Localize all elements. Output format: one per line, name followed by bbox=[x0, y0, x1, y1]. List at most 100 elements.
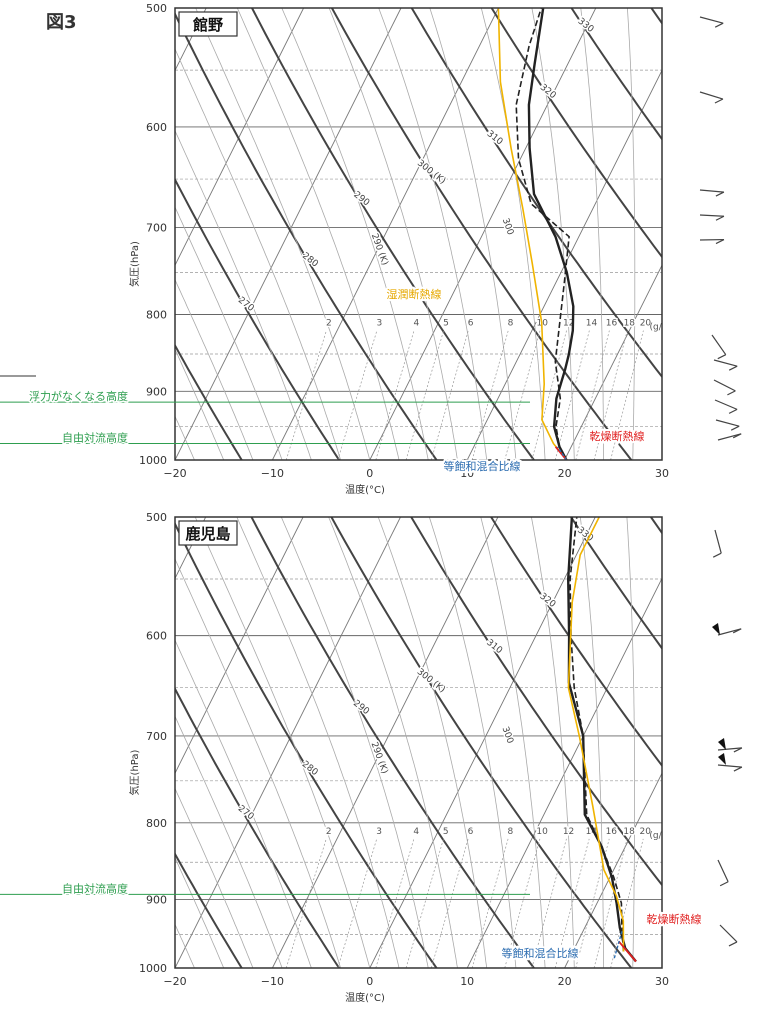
wind-barb-pennant bbox=[718, 738, 726, 750]
curve-annotation: 湿潤断熱線 bbox=[387, 287, 442, 301]
series-line-solid-black bbox=[527, 8, 575, 460]
dry-adiabat bbox=[570, 517, 662, 651]
dry-adiabat bbox=[175, 521, 438, 968]
plot-frame bbox=[174, 516, 663, 969]
wind-barb bbox=[699, 91, 724, 100]
theta-label: 280 bbox=[300, 760, 320, 779]
series-line-orange bbox=[497, 8, 568, 460]
wind-barb-feather bbox=[728, 365, 738, 371]
wind-barb-feather bbox=[733, 747, 743, 753]
y-axis-label: 気圧(hPa) bbox=[128, 749, 141, 795]
moist-adiabat bbox=[627, 8, 636, 460]
x-tick-label: 0 bbox=[366, 975, 373, 988]
y-tick-label: 900 bbox=[146, 385, 167, 398]
moist-adiabat bbox=[328, 8, 458, 460]
theta-e-label: 310 bbox=[692, 692, 707, 712]
station-name-box: 鹿児島 bbox=[178, 520, 238, 546]
curve-annotation: 乾燥断熱線 bbox=[590, 429, 645, 443]
theta-label: 330 bbox=[576, 16, 596, 35]
moist-adiabat bbox=[175, 557, 341, 968]
level-label: 自由対流高度 bbox=[62, 881, 128, 895]
moist-adiabat bbox=[691, 8, 713, 460]
wind-barb-pennant bbox=[718, 753, 726, 765]
wind-barb-feather bbox=[732, 628, 742, 634]
station-name-box: 館野 bbox=[178, 11, 238, 37]
moist-adiabat bbox=[480, 8, 546, 460]
isotherm bbox=[369, 517, 596, 968]
wind-barb-feather bbox=[714, 22, 724, 28]
curve-annotation: 等飽和混合比線 bbox=[502, 946, 579, 960]
wind-barb bbox=[717, 859, 729, 883]
moist-adiabat bbox=[175, 715, 283, 968]
y-tick-label: 600 bbox=[146, 630, 167, 643]
theta-label: 320 bbox=[538, 83, 558, 102]
isotherm bbox=[0, 517, 108, 968]
moist-adiabat bbox=[0, 517, 107, 968]
wind-barb bbox=[719, 924, 738, 943]
x-tick-label: −10 bbox=[261, 975, 284, 988]
station-name: 鹿児島 bbox=[185, 525, 230, 543]
moist-adiabat bbox=[175, 787, 254, 968]
mixing-ratio-label: 3 bbox=[376, 827, 382, 837]
x-tick-label: 0 bbox=[366, 467, 373, 480]
moist-adiabat bbox=[236, 517, 400, 968]
isotherm bbox=[661, 966, 662, 968]
moist-adiabat bbox=[175, 48, 341, 460]
mixing-ratio-label: 4 bbox=[413, 827, 419, 837]
moist-adiabat bbox=[328, 517, 458, 968]
moist-adiabat bbox=[626, 517, 635, 968]
dry-adiabat bbox=[175, 11, 438, 460]
moist-adiabat bbox=[0, 517, 78, 968]
wind-barb bbox=[714, 399, 738, 410]
level-label: 自由対流高度 bbox=[62, 430, 128, 444]
mixing-ratio-line bbox=[285, 330, 327, 460]
curve-annotation: 等飽和混合比線 bbox=[444, 459, 521, 473]
moist-adiabat bbox=[480, 517, 546, 968]
moist-adiabat bbox=[580, 8, 604, 460]
isotherm bbox=[175, 517, 401, 968]
wind-barb bbox=[699, 214, 724, 217]
station-name: 館野 bbox=[192, 16, 223, 34]
isotherm bbox=[0, 8, 11, 460]
x-tick-label: 10 bbox=[460, 975, 474, 988]
isotherm bbox=[175, 8, 305, 267]
theta-label: 310 bbox=[484, 638, 504, 657]
mixing-ratio-line bbox=[405, 330, 444, 460]
moist-adiabat bbox=[175, 206, 283, 460]
y-tick-label: 500 bbox=[146, 2, 167, 15]
moist-adiabat bbox=[661, 958, 662, 968]
isotherm bbox=[271, 8, 499, 460]
wind-barb-feather bbox=[732, 433, 742, 439]
x-tick-label: 20 bbox=[558, 975, 572, 988]
series-line-dashed-black bbox=[515, 8, 570, 460]
x-tick-label: 30 bbox=[655, 975, 669, 988]
x-tick-label: −20 bbox=[163, 975, 186, 988]
isotherm bbox=[0, 517, 11, 968]
moist-adiabat bbox=[429, 8, 517, 460]
x-axis-label: 温度(°C) bbox=[345, 991, 385, 1004]
theta-label: 270 bbox=[236, 295, 256, 314]
theta-e-label: 310 bbox=[692, 183, 707, 203]
x-tick-label: 10 bbox=[460, 467, 474, 480]
dry-adiabat bbox=[175, 686, 340, 968]
x-axis-label: 温度(°C) bbox=[345, 483, 385, 496]
theta-label: 290 bbox=[351, 699, 371, 718]
moist-adiabat bbox=[691, 517, 713, 968]
dry-adiabat bbox=[410, 8, 662, 379]
isotherm bbox=[564, 772, 662, 968]
y-tick-label: 700 bbox=[146, 221, 167, 234]
dry-adiabat bbox=[175, 852, 243, 968]
y-tick-label: 1000 bbox=[139, 962, 167, 975]
dry-adiabat bbox=[251, 8, 535, 460]
theta-label: 280 bbox=[300, 251, 320, 270]
isotherm bbox=[369, 8, 597, 460]
isotherm bbox=[271, 517, 499, 968]
figure-label: 図3 bbox=[46, 12, 77, 33]
level-label: 浮力がなくなる高度 bbox=[29, 389, 128, 403]
series-line-solid-black bbox=[566, 517, 637, 963]
mixing-ratio-unit: (g/kg) bbox=[649, 831, 676, 841]
moist-adiabat bbox=[236, 8, 400, 460]
dry-adiabat bbox=[731, 8, 758, 460]
